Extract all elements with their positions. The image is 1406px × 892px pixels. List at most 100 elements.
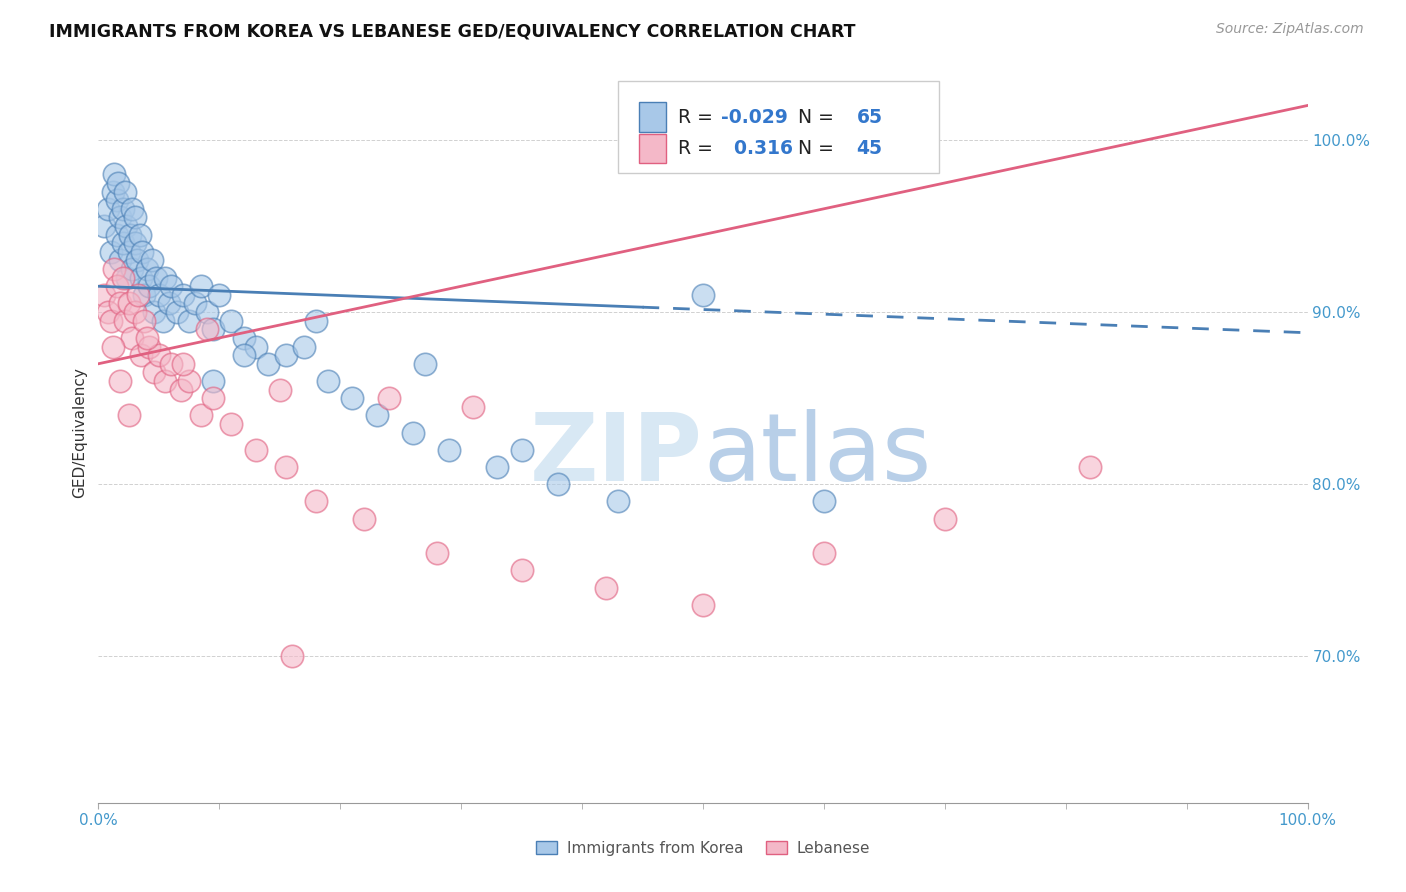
Point xyxy=(111,270,134,285)
Text: N =: N = xyxy=(786,108,841,127)
Point xyxy=(100,314,122,328)
Point xyxy=(463,400,485,414)
Point xyxy=(692,288,714,302)
Point xyxy=(105,193,128,207)
Point xyxy=(595,581,617,595)
Point xyxy=(143,305,166,319)
Point xyxy=(353,512,375,526)
Point xyxy=(134,288,156,302)
Point xyxy=(138,339,160,353)
Point xyxy=(108,296,131,310)
Point xyxy=(486,460,509,475)
Point xyxy=(108,374,131,388)
Point xyxy=(135,262,157,277)
Point xyxy=(129,348,152,362)
Point xyxy=(316,374,339,388)
Point xyxy=(97,305,120,319)
Point xyxy=(190,409,212,423)
Point xyxy=(157,296,180,310)
Point xyxy=(245,339,267,353)
Point xyxy=(114,314,136,328)
Point xyxy=(153,270,176,285)
Point xyxy=(510,442,533,457)
Point xyxy=(108,211,131,225)
Point xyxy=(121,202,143,216)
Point xyxy=(305,314,328,328)
Point xyxy=(813,546,835,560)
Point xyxy=(305,494,328,508)
Text: ZIP: ZIP xyxy=(530,409,703,500)
Point xyxy=(172,288,194,302)
Point xyxy=(129,270,152,285)
Point xyxy=(124,305,146,319)
Point xyxy=(172,357,194,371)
Legend: Immigrants from Korea, Lebanese: Immigrants from Korea, Lebanese xyxy=(530,835,876,862)
Point xyxy=(1078,460,1101,475)
Point xyxy=(135,331,157,345)
Point xyxy=(208,288,231,302)
Point xyxy=(101,185,124,199)
Point xyxy=(105,279,128,293)
Text: IMMIGRANTS FROM KOREA VS LEBANESE GED/EQUIVALENCY CORRELATION CHART: IMMIGRANTS FROM KOREA VS LEBANESE GED/EQ… xyxy=(49,22,856,40)
Point xyxy=(190,279,212,293)
Text: R =: R = xyxy=(678,108,718,127)
Point xyxy=(134,314,156,328)
Text: R =: R = xyxy=(678,139,718,158)
Point xyxy=(202,374,225,388)
Point xyxy=(342,391,364,405)
Point xyxy=(813,494,835,508)
Point xyxy=(93,219,115,233)
Point xyxy=(292,339,315,353)
Point xyxy=(152,314,174,328)
Point xyxy=(195,305,218,319)
Point xyxy=(148,348,170,362)
Point xyxy=(281,649,304,664)
Point xyxy=(121,262,143,277)
Point xyxy=(118,409,141,423)
FancyBboxPatch shape xyxy=(619,81,939,173)
Point xyxy=(115,219,138,233)
Point xyxy=(166,305,188,319)
Point xyxy=(184,296,207,310)
Point xyxy=(138,279,160,293)
Point xyxy=(131,244,153,259)
Point xyxy=(179,374,201,388)
Text: Source: ZipAtlas.com: Source: ZipAtlas.com xyxy=(1216,22,1364,37)
Point xyxy=(179,314,201,328)
Point xyxy=(245,442,267,457)
Point xyxy=(221,417,243,431)
Point xyxy=(101,339,124,353)
Point xyxy=(145,270,167,285)
Point xyxy=(107,176,129,190)
Text: 45: 45 xyxy=(856,139,883,158)
Point xyxy=(232,331,254,345)
Point xyxy=(127,253,149,268)
Point xyxy=(103,262,125,277)
Point xyxy=(547,477,569,491)
Point xyxy=(93,288,115,302)
Point xyxy=(202,391,225,405)
Text: -0.029: -0.029 xyxy=(721,108,787,127)
Point xyxy=(108,253,131,268)
Text: atlas: atlas xyxy=(703,409,931,500)
Point xyxy=(143,365,166,379)
Point xyxy=(377,391,399,405)
Y-axis label: GED/Equivalency: GED/Equivalency xyxy=(72,368,87,498)
Point xyxy=(118,296,141,310)
Point xyxy=(124,211,146,225)
Point xyxy=(128,227,150,242)
Point xyxy=(121,331,143,345)
Point xyxy=(437,442,460,457)
Point xyxy=(111,202,134,216)
Point xyxy=(127,288,149,302)
Point xyxy=(232,348,254,362)
Text: N =: N = xyxy=(786,139,841,158)
Point xyxy=(124,236,146,251)
Point xyxy=(111,236,134,251)
Point xyxy=(169,383,191,397)
Point xyxy=(100,244,122,259)
Point xyxy=(141,253,163,268)
Point xyxy=(426,546,449,560)
Point xyxy=(366,409,388,423)
Point xyxy=(221,314,243,328)
